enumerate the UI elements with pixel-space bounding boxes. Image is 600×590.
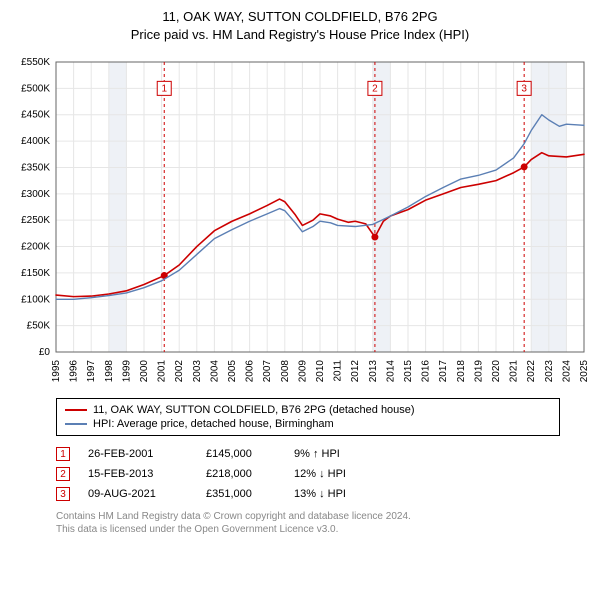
event-delta: 9% ↑ HPI <box>294 448 374 460</box>
event-row: 2 15-FEB-2013 £218,000 12% ↓ HPI <box>56 464 560 484</box>
chart-container: 11, OAK WAY, SUTTON COLDFIELD, B76 2PG P… <box>0 0 600 536</box>
svg-text:£100K: £100K <box>21 295 50 306</box>
legend-label: HPI: Average price, detached house, Birm… <box>93 418 334 430</box>
svg-text:2014: 2014 <box>385 360 396 383</box>
svg-text:2004: 2004 <box>209 360 220 383</box>
event-price: £218,000 <box>206 468 276 480</box>
svg-text:2000: 2000 <box>139 360 150 383</box>
event-marker: 2 <box>56 467 70 481</box>
legend-swatch <box>65 409 87 411</box>
footer-line-2: This data is licensed under the Open Gov… <box>56 523 560 536</box>
svg-text:£550K: £550K <box>21 57 50 68</box>
event-date: 15-FEB-2013 <box>88 468 188 480</box>
svg-text:1999: 1999 <box>121 360 132 383</box>
event-price: £145,000 <box>206 448 276 460</box>
svg-text:£400K: £400K <box>21 136 50 147</box>
svg-text:2015: 2015 <box>403 360 414 383</box>
svg-text:£200K: £200K <box>21 242 50 253</box>
svg-text:2023: 2023 <box>544 360 555 383</box>
svg-text:2003: 2003 <box>192 360 203 383</box>
event-row: 1 26-FEB-2001 £145,000 9% ↑ HPI <box>56 444 560 464</box>
chart-area: £0 £50K £100K £150K £200K £250K £300K £350K £400… <box>8 52 592 392</box>
title-subtitle: Price paid vs. HM Land Registry's House … <box>0 26 600 44</box>
event-marker: 1 <box>56 447 70 461</box>
svg-text:2001: 2001 <box>157 360 168 383</box>
svg-text:2024: 2024 <box>561 360 572 383</box>
svg-text:2017: 2017 <box>438 360 449 383</box>
footer-line-1: Contains HM Land Registry data © Crown c… <box>56 510 560 523</box>
svg-text:£50K: £50K <box>27 321 51 332</box>
svg-text:£300K: £300K <box>21 189 50 200</box>
legend: 11, OAK WAY, SUTTON COLDFIELD, B76 2PG (… <box>56 398 560 436</box>
event-date: 09-AUG-2021 <box>88 488 188 500</box>
legend-swatch <box>65 423 87 425</box>
svg-text:2006: 2006 <box>245 360 256 383</box>
svg-text:2007: 2007 <box>262 360 273 383</box>
title-address: 11, OAK WAY, SUTTON COLDFIELD, B76 2PG <box>0 8 600 26</box>
svg-text:1997: 1997 <box>86 360 97 383</box>
svg-text:1996: 1996 <box>69 360 80 383</box>
svg-text:1: 1 <box>161 84 167 95</box>
svg-text:2019: 2019 <box>473 360 484 383</box>
event-delta: 13% ↓ HPI <box>294 488 374 500</box>
svg-text:£450K: £450K <box>21 110 50 121</box>
svg-text:2009: 2009 <box>297 360 308 383</box>
event-delta: 12% ↓ HPI <box>294 468 374 480</box>
svg-text:3: 3 <box>521 84 527 95</box>
svg-text:£500K: £500K <box>21 84 50 95</box>
svg-text:2021: 2021 <box>509 360 520 383</box>
svg-text:2025: 2025 <box>579 360 590 383</box>
svg-text:2018: 2018 <box>456 360 467 383</box>
svg-text:£250K: £250K <box>21 216 50 227</box>
titles: 11, OAK WAY, SUTTON COLDFIELD, B76 2PG P… <box>0 0 600 46</box>
svg-text:£150K: £150K <box>21 268 50 279</box>
legend-item: HPI: Average price, detached house, Birm… <box>65 417 551 431</box>
svg-text:1995: 1995 <box>51 360 62 383</box>
legend-item: 11, OAK WAY, SUTTON COLDFIELD, B76 2PG (… <box>65 403 551 417</box>
svg-text:£0: £0 <box>39 347 51 358</box>
svg-text:£350K: £350K <box>21 163 50 174</box>
events-table: 1 26-FEB-2001 £145,000 9% ↑ HPI 2 15-FEB-2013… <box>56 444 560 504</box>
event-date: 26-FEB-2001 <box>88 448 188 460</box>
svg-text:2016: 2016 <box>421 360 432 383</box>
chart-svg: £0 £50K £100K £150K £200K £250K £300K £350K £400… <box>8 52 592 392</box>
svg-text:2020: 2020 <box>491 360 502 383</box>
svg-text:2022: 2022 <box>526 360 537 383</box>
svg-text:2013: 2013 <box>368 360 379 383</box>
svg-text:2010: 2010 <box>315 360 326 383</box>
svg-text:2008: 2008 <box>280 360 291 383</box>
legend-label: 11, OAK WAY, SUTTON COLDFIELD, B76 2PG (… <box>93 404 415 416</box>
footer: Contains HM Land Registry data © Crown c… <box>56 510 560 536</box>
svg-text:1998: 1998 <box>104 360 115 383</box>
svg-text:2: 2 <box>372 84 378 95</box>
svg-text:2005: 2005 <box>227 360 238 383</box>
svg-text:2002: 2002 <box>174 360 185 383</box>
event-price: £351,000 <box>206 488 276 500</box>
event-marker: 3 <box>56 487 70 501</box>
svg-text:2012: 2012 <box>350 360 361 383</box>
svg-text:2011: 2011 <box>333 360 344 382</box>
event-row: 3 09-AUG-2021 £351,000 13% ↓ HPI <box>56 484 560 504</box>
